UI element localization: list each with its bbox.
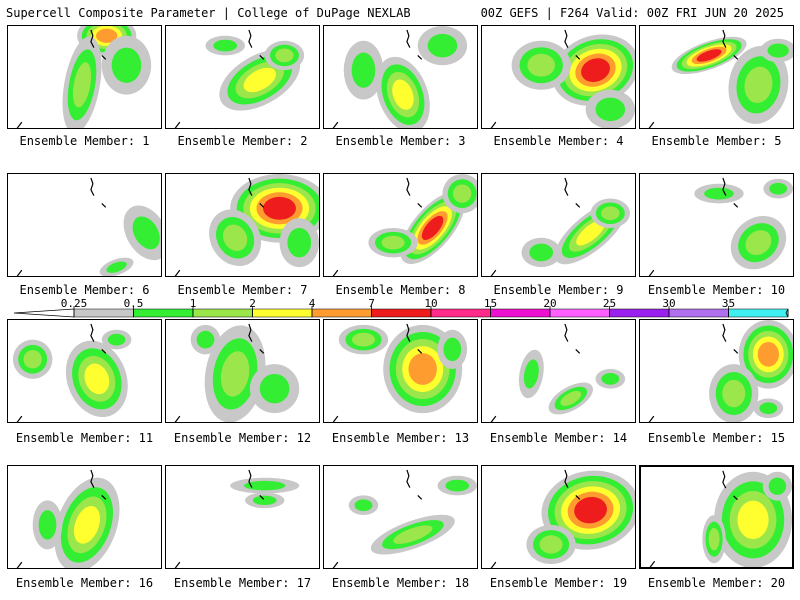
ensemble-member-label: Ensemble Member: 9 [493,283,624,297]
ensemble-member-label: Ensemble Member: 18 [331,576,470,590]
colorbar-label: 1 [189,297,197,310]
ensemble-map-10 [639,173,794,277]
ensemble-map-2 [165,25,320,129]
ensemble-map-9 [481,173,636,277]
colorbar-segment-4 [311,308,372,318]
ensemble-member-label: Ensemble Member: 3 [335,134,466,148]
ensemble-member-label: Ensemble Member: 20 [647,576,786,590]
ensemble-member-label: Ensemble Member: 1 [19,134,150,148]
ensemble-map-8 [323,173,478,277]
colorbar-label: 10 [424,297,438,310]
colorbar-label: 4 [308,297,316,310]
colorbar-segment-25 [609,308,670,318]
colorbar [13,306,789,318]
ensemble-member-label: Ensemble Member: 2 [177,134,308,148]
ensemble-map-19 [481,465,636,569]
ensemble-map-16 [7,465,162,569]
colorbar-segment-20 [549,308,610,318]
colorbar-label: 25 [602,297,617,310]
ensemble-member-label: Ensemble Member: 10 [647,283,786,297]
ensemble-map-6 [7,173,162,277]
colorbar-segment-10 [430,308,491,318]
colorbar-segment-15 [490,308,551,318]
colorbar-segment-1 [192,308,253,318]
colorbar-label: 0.25 [60,297,88,310]
colorbar-segment-2 [252,308,313,318]
ensemble-map-4 [481,25,636,129]
colorbar-segment-30 [668,308,729,318]
ensemble-member-label: Ensemble Member: 11 [15,431,154,445]
ensemble-map-13 [323,319,478,423]
ensemble-map-11 [7,319,162,423]
ensemble-member-label: Ensemble Member: 8 [335,283,466,297]
ensemble-member-label: Ensemble Member: 4 [493,134,624,148]
ensemble-map-14 [481,319,636,423]
ensemble-map-18 [323,465,478,569]
ensemble-map-5 [639,25,794,129]
colorbar-right-arrow [785,308,789,318]
colorbar-segment-35 [728,308,789,318]
colorbar-segment-0.25 [73,308,134,318]
page-title: Supercell Composite Parameter | College … [6,6,411,20]
ensemble-member-label: Ensemble Member: 19 [489,576,628,590]
ensemble-member-label: Ensemble Member: 14 [489,431,628,445]
colorbar-label: 7 [368,297,375,310]
ensemble-map-20 [639,465,794,569]
colorbar-segment-7 [371,308,432,318]
colorbar-left-arrow [13,308,75,318]
ensemble-member-label: Ensemble Member: 13 [331,431,470,445]
ensemble-map-3 [323,25,478,129]
ensemble-member-label: Ensemble Member: 7 [177,283,308,297]
ensemble-map-15 [639,319,794,423]
ensemble-member-label: Ensemble Member: 5 [651,134,782,148]
ensemble-member-label: Ensemble Member: 6 [19,283,150,297]
colorbar-label: 30 [662,297,676,310]
ensemble-member-label: Ensemble Member: 12 [173,431,312,445]
colorbar-segment-0.5 [133,308,194,318]
ensemble-member-label: Ensemble Member: 16 [15,576,154,590]
ensemble-map-17 [165,465,320,569]
ensemble-map-1 [7,25,162,129]
colorbar-label: 20 [543,297,557,310]
valid-time: 00Z GEFS | F264 Valid: 00Z FRI JUN 20 20… [480,6,784,20]
colorbar-label: 2 [249,297,256,310]
ensemble-member-label: Ensemble Member: 15 [647,431,786,445]
ensemble-member-label: Ensemble Member: 17 [173,576,312,590]
colorbar-label: 0.5 [123,297,144,310]
colorbar-label: 35 [721,297,736,310]
ensemble-map-7 [165,173,320,277]
colorbar-label: 15 [483,297,498,310]
ensemble-map-12 [165,319,320,423]
